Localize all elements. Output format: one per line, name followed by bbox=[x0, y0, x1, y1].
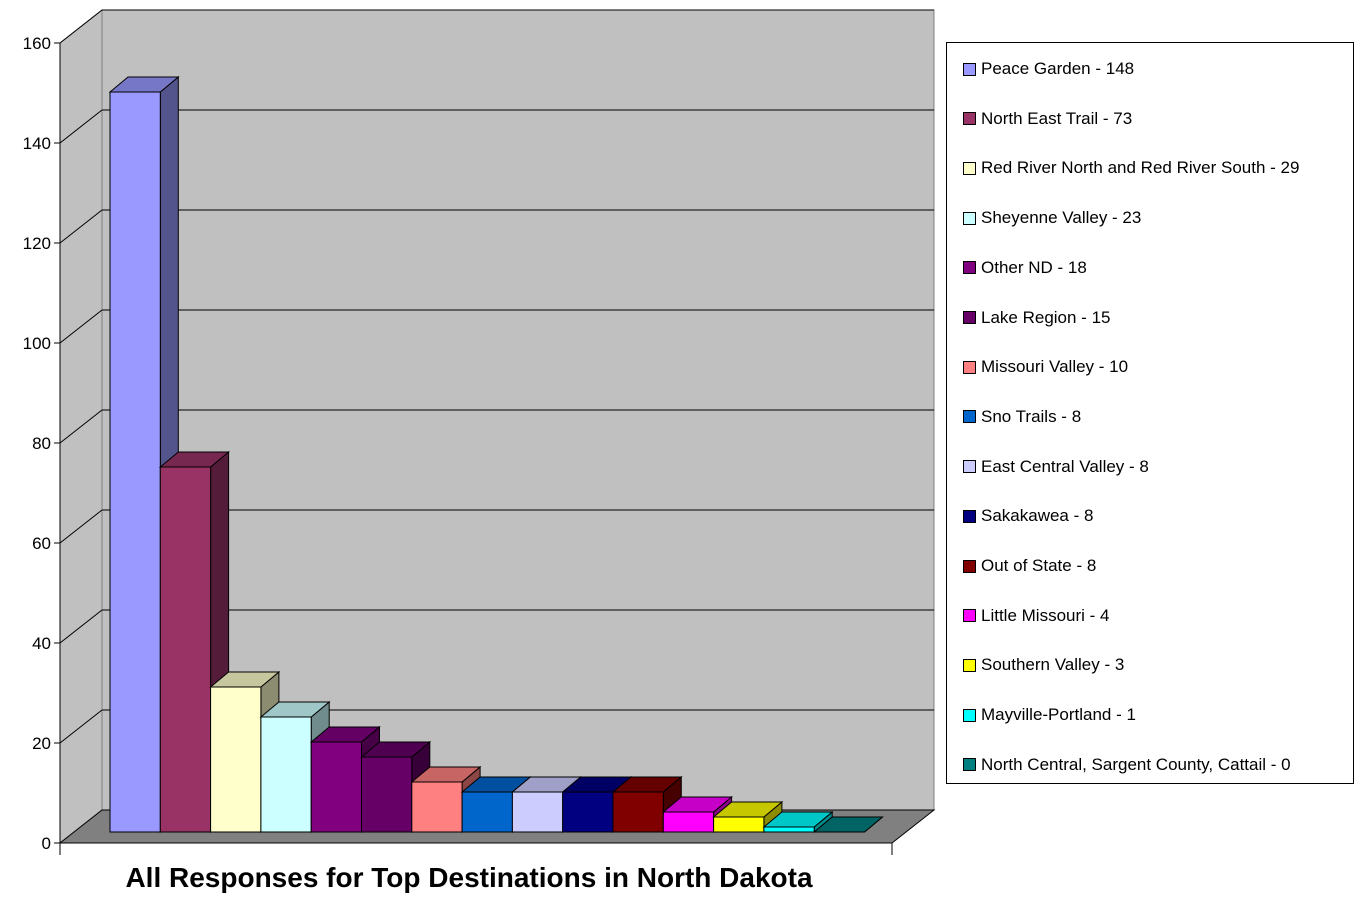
y-tick-label: 20 bbox=[32, 734, 51, 753]
legend-item: Sakakawea - 8 bbox=[963, 505, 1093, 527]
bar-little-missouri bbox=[661, 795, 733, 834]
y-tick-label: 140 bbox=[23, 134, 51, 153]
legend-swatch bbox=[963, 261, 976, 275]
legend-label: Sno Trails - 8 bbox=[981, 406, 1082, 426]
y-tick-label: 120 bbox=[23, 234, 51, 253]
gridline-side bbox=[59, 409, 103, 444]
legend-item: Mayville-Portland - 1 bbox=[963, 704, 1136, 726]
legend-swatch bbox=[963, 211, 976, 225]
legend-label: Little Missouri - 4 bbox=[981, 605, 1110, 625]
gridline-side bbox=[59, 309, 103, 344]
bar-north-central-sargent-county-cattail bbox=[812, 816, 884, 833]
legend-label: Missouri Valley - 10 bbox=[981, 357, 1129, 377]
legend-label: Red River North and Red River South - 29 bbox=[981, 158, 1300, 178]
bar-out-of-state-front bbox=[612, 791, 664, 833]
legend-item: Sno Trails - 8 bbox=[963, 406, 1081, 428]
legend-item: North Central, Sargent County, Cattail -… bbox=[963, 754, 1291, 776]
legend-swatch bbox=[963, 708, 976, 722]
legend-swatch bbox=[963, 161, 976, 175]
bar-southern-valley-front bbox=[713, 816, 765, 833]
bar-mayville-portland-front bbox=[763, 826, 815, 833]
bar-east-central-valley-front bbox=[511, 791, 564, 833]
legend-item: Out of State - 8 bbox=[963, 555, 1096, 577]
legend-item: Lake Region - 15 bbox=[963, 307, 1110, 329]
gridline-side bbox=[59, 509, 103, 544]
legend-item: Other ND - 18 bbox=[963, 257, 1087, 279]
legend-swatch bbox=[963, 758, 976, 772]
bar-peace-garden-front bbox=[109, 91, 161, 833]
legend-item: East Central Valley - 8 bbox=[963, 456, 1149, 478]
legend-label: North Central, Sargent County, Cattail -… bbox=[981, 754, 1291, 774]
chart-legend: Peace Garden - 148 North East Trail - 73 R… bbox=[946, 42, 1354, 784]
legend-swatch bbox=[963, 311, 976, 324]
gridline-side bbox=[59, 9, 103, 44]
bar-lake-region-front bbox=[361, 756, 413, 833]
y-tick-label: 0 bbox=[42, 834, 51, 853]
legend-label: Lake Region - 15 bbox=[981, 307, 1111, 327]
legend-label: Southern Valley - 3 bbox=[981, 655, 1125, 675]
bar-sakakawea-front bbox=[562, 791, 614, 833]
legend-swatch bbox=[963, 112, 976, 126]
bar-sno-trails-front bbox=[461, 791, 513, 833]
legend-item: Southern Valley - 3 bbox=[963, 654, 1124, 676]
legend-swatch bbox=[963, 609, 976, 623]
legend-label: Sheyenne Valley - 23 bbox=[981, 208, 1142, 228]
legend-label: Mayville-Portland - 1 bbox=[981, 705, 1136, 725]
legend-item: Peace Garden - 148 bbox=[963, 58, 1134, 80]
legend-label: East Central Valley - 8 bbox=[981, 456, 1149, 476]
legend-item: Little Missouri - 4 bbox=[963, 605, 1109, 627]
legend-swatch bbox=[963, 360, 976, 374]
bar-red-river-north-and-red-river-south-front bbox=[210, 686, 262, 833]
y-tick-label: 60 bbox=[32, 534, 51, 553]
gridline-side bbox=[59, 709, 103, 744]
y-tick-label: 160 bbox=[23, 34, 51, 53]
gridline-side bbox=[59, 109, 103, 144]
bar-sheyenne-valley-front bbox=[260, 716, 312, 833]
gridline-side bbox=[59, 609, 103, 644]
bar-north-central-sargent-county-cattail-top bbox=[812, 816, 884, 833]
bar-little-missouri-front bbox=[662, 811, 715, 833]
bar-other-nd-front bbox=[310, 741, 363, 833]
legend-swatch bbox=[963, 410, 976, 424]
gridline-side bbox=[59, 209, 103, 244]
legend-label: Peace Garden - 148 bbox=[981, 59, 1135, 78]
legend-swatch bbox=[963, 62, 976, 76]
legend-label: North East Trail - 73 bbox=[981, 108, 1133, 128]
legend-item: North East Trail - 73 bbox=[963, 108, 1132, 130]
legend-swatch bbox=[963, 559, 976, 573]
legend-label: Sakakawea - 8 bbox=[981, 506, 1094, 526]
legend-label: Out of State - 8 bbox=[981, 556, 1097, 575]
legend-swatch bbox=[963, 509, 976, 523]
chart-title: All Responses for Top Destinations in No… bbox=[125, 862, 813, 893]
y-tick-label: 40 bbox=[32, 634, 51, 653]
bar-missouri-valley-front bbox=[411, 781, 463, 833]
legend-swatch bbox=[963, 460, 976, 474]
legend-item: Sheyenne Valley - 23 bbox=[963, 207, 1141, 229]
bar-north-east-trail-front bbox=[159, 466, 212, 833]
y-tick-label: 80 bbox=[32, 434, 51, 453]
legend-item: Red River North and Red River South - 29 bbox=[963, 157, 1299, 179]
legend-swatch bbox=[963, 658, 976, 672]
legend-label: Other ND - 18 bbox=[981, 257, 1087, 277]
y-tick-label: 100 bbox=[23, 334, 51, 353]
legend-item: Missouri Valley - 10 bbox=[963, 356, 1128, 378]
